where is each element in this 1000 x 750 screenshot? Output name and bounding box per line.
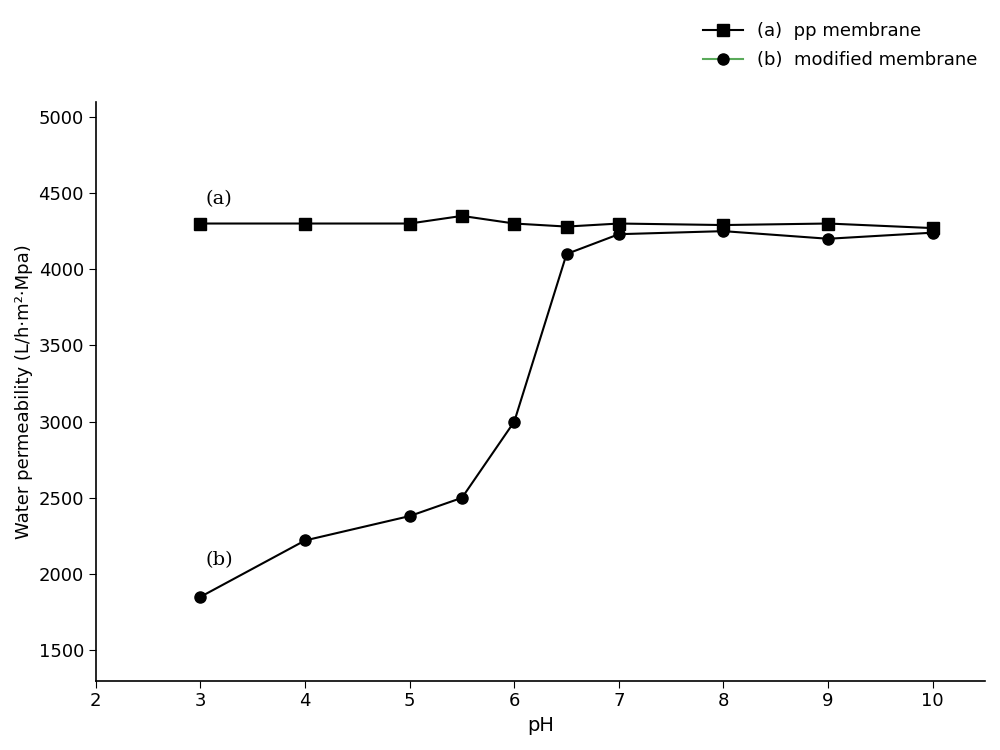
Text: (a): (a) [206, 190, 232, 208]
X-axis label: pH: pH [527, 716, 554, 735]
Y-axis label: Water permeability (L/h·m²·Mpa): Water permeability (L/h·m²·Mpa) [15, 244, 33, 538]
Legend: (a)  pp membrane, (b)  modified membrane: (a) pp membrane, (b) modified membrane [696, 15, 985, 76]
Text: (b): (b) [206, 550, 233, 568]
